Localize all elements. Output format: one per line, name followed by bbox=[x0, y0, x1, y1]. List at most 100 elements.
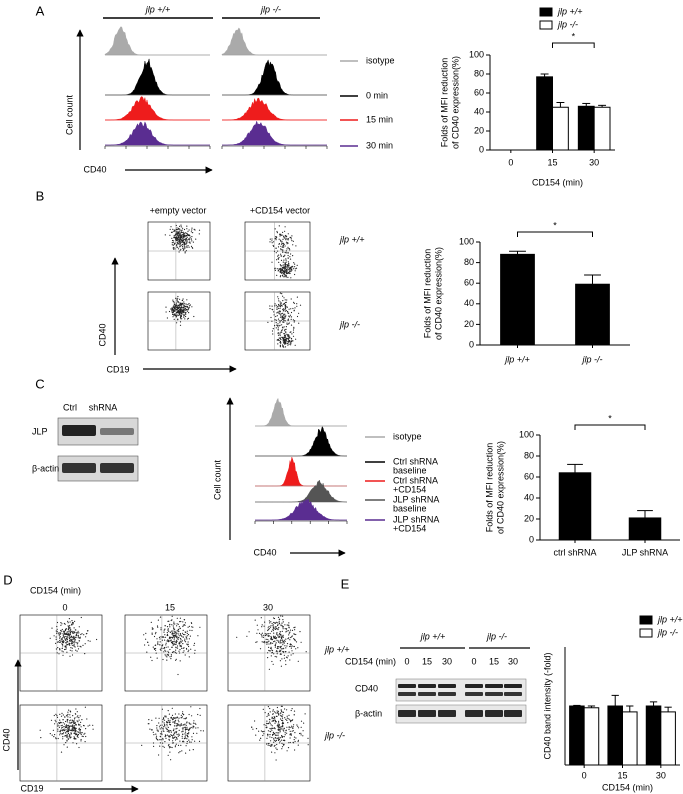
dot bbox=[269, 241, 271, 243]
dot bbox=[176, 645, 179, 647]
dot bbox=[171, 242, 173, 244]
dot bbox=[190, 726, 192, 729]
dot bbox=[187, 736, 189, 738]
dot bbox=[278, 729, 280, 731]
dot bbox=[56, 621, 59, 624]
dot bbox=[74, 638, 76, 640]
bar bbox=[536, 76, 554, 151]
dot bbox=[292, 340, 294, 342]
dot bbox=[185, 237, 187, 239]
label: 60 bbox=[464, 278, 474, 288]
dot bbox=[178, 314, 180, 316]
dot bbox=[160, 739, 162, 741]
label: β-actin bbox=[32, 463, 59, 473]
dot bbox=[202, 730, 204, 732]
dot bbox=[56, 715, 58, 717]
dot bbox=[282, 275, 284, 277]
dot bbox=[170, 308, 172, 310]
dot bbox=[176, 723, 178, 725]
dot bbox=[68, 626, 70, 628]
dot bbox=[76, 650, 78, 652]
dot bbox=[187, 641, 189, 643]
dot bbox=[271, 240, 273, 242]
dot bbox=[174, 305, 176, 308]
dot bbox=[280, 336, 282, 338]
dot bbox=[191, 739, 193, 741]
dot bbox=[286, 719, 288, 722]
dot bbox=[187, 644, 189, 646]
label: jlp -/- bbox=[657, 627, 678, 637]
dot bbox=[284, 640, 286, 642]
dot bbox=[277, 311, 279, 313]
dot bbox=[175, 743, 177, 745]
dot bbox=[277, 634, 279, 636]
dot bbox=[284, 275, 286, 277]
dot bbox=[73, 635, 75, 638]
significance-bracket bbox=[574, 424, 646, 430]
dot bbox=[70, 647, 72, 649]
dot bbox=[176, 246, 178, 248]
dot bbox=[78, 719, 80, 721]
dot bbox=[86, 718, 88, 720]
dot bbox=[281, 630, 283, 633]
dot bbox=[171, 646, 173, 648]
dot bbox=[267, 743, 269, 745]
label: 40 bbox=[474, 106, 484, 116]
dot bbox=[151, 627, 153, 629]
dot bbox=[77, 733, 80, 736]
dot bbox=[64, 730, 66, 732]
dot bbox=[197, 727, 199, 729]
dot bbox=[67, 726, 69, 728]
label: jlp +/+ bbox=[420, 631, 446, 641]
dot bbox=[175, 728, 177, 730]
dot bbox=[267, 730, 269, 732]
dot bbox=[287, 233, 289, 235]
dot bbox=[268, 714, 270, 716]
dot bbox=[185, 737, 187, 739]
dot bbox=[176, 238, 178, 240]
dot bbox=[177, 630, 179, 632]
dot bbox=[179, 240, 181, 243]
dot bbox=[267, 706, 269, 708]
dot bbox=[57, 647, 59, 649]
dot bbox=[274, 238, 276, 240]
dot bbox=[281, 736, 283, 738]
dot bbox=[283, 339, 285, 342]
dot bbox=[160, 731, 162, 733]
dot bbox=[159, 745, 161, 747]
dot bbox=[277, 739, 280, 742]
dot bbox=[63, 732, 65, 734]
dot bbox=[72, 726, 74, 728]
dot bbox=[282, 644, 284, 646]
dot bbox=[68, 728, 70, 731]
dot bbox=[289, 336, 291, 338]
dot bbox=[167, 640, 169, 643]
dot bbox=[277, 323, 279, 325]
dot bbox=[178, 227, 180, 229]
dot bbox=[77, 630, 79, 632]
dot bbox=[182, 313, 184, 315]
dot bbox=[283, 237, 285, 239]
dot bbox=[283, 259, 285, 261]
dot bbox=[179, 321, 182, 323]
dot bbox=[75, 738, 77, 740]
dot bbox=[172, 630, 174, 632]
dot bbox=[174, 313, 176, 315]
band bbox=[398, 710, 416, 717]
dot bbox=[188, 656, 190, 658]
dot bbox=[67, 737, 69, 739]
dot bbox=[280, 712, 282, 714]
dot bbox=[182, 711, 184, 713]
dot bbox=[163, 651, 165, 653]
dot bbox=[178, 308, 180, 310]
dot bbox=[194, 722, 196, 725]
label: of CD40 expression(%) bbox=[495, 441, 505, 534]
dot bbox=[286, 715, 288, 717]
dot bbox=[273, 637, 275, 639]
dot bbox=[293, 736, 296, 738]
dot bbox=[188, 649, 190, 651]
dot bbox=[277, 628, 279, 631]
dot bbox=[267, 714, 269, 716]
dot bbox=[267, 652, 269, 654]
dot bbox=[83, 725, 85, 727]
